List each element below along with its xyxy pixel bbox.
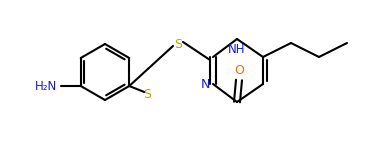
Text: N: N [200,77,210,91]
Text: NH: NH [228,42,246,56]
Text: S: S [143,87,151,101]
Text: O: O [234,64,244,76]
Text: S: S [174,37,182,51]
Text: H₂N: H₂N [35,80,57,92]
